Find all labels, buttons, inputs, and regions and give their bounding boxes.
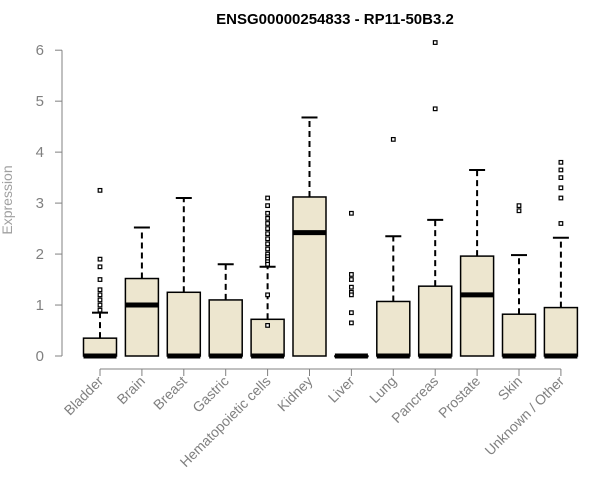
outlier-point <box>432 106 438 112</box>
outlier-point <box>97 307 103 313</box>
box-group <box>501 203 537 359</box>
x-tick-label: Brain <box>114 373 148 407</box>
outlier-point <box>97 297 103 303</box>
outlier-point <box>558 195 564 201</box>
outlier-point <box>558 159 564 165</box>
outlier-point <box>349 210 354 216</box>
outlier-point <box>265 226 270 231</box>
x-tick-label: Lung <box>366 373 399 406</box>
outlier-point <box>516 203 522 209</box>
y-tick-label: 2 <box>36 246 44 263</box>
box-group <box>82 187 118 359</box>
box-group <box>124 226 160 357</box>
y-axis-label: Expression <box>0 165 15 234</box>
box-group <box>166 197 202 359</box>
y-tick-label: 1 <box>36 297 44 314</box>
outlier-point <box>265 203 270 209</box>
box-group <box>417 40 453 359</box>
box-group <box>459 168 495 357</box>
outlier-point <box>349 272 354 277</box>
boxes-layer <box>82 40 579 359</box>
outlier-point <box>349 277 354 282</box>
outlier-point <box>265 241 270 247</box>
x-tick-label: Liver <box>325 373 358 406</box>
y-tick-label: 6 <box>36 42 44 59</box>
x-tick-label: Skin <box>495 373 526 404</box>
y-tick-label: 4 <box>36 144 44 161</box>
outlier-point <box>349 320 354 326</box>
outlier-point <box>390 136 396 142</box>
outlier-point <box>265 210 270 216</box>
outlier-point <box>97 277 103 282</box>
outlier-point <box>265 246 270 252</box>
box <box>166 291 202 357</box>
box <box>501 313 537 357</box>
outlier-point <box>265 231 270 237</box>
outlier-point <box>349 292 354 298</box>
box <box>543 306 579 357</box>
outlier-point <box>265 195 270 201</box>
outlier-point <box>558 185 564 191</box>
y-tick-label: 3 <box>36 195 44 212</box>
outlier-point <box>265 261 270 267</box>
outlier-point <box>558 167 564 173</box>
outlier-point <box>97 287 103 293</box>
box-group <box>334 210 369 359</box>
box-group <box>376 136 411 359</box>
y-axis: 0 1 2 3 4 5 6 <box>36 42 63 365</box>
x-tick-label: Pancreas <box>388 373 441 426</box>
x-tick-label: Breast <box>150 373 190 413</box>
outlier-point <box>558 175 564 181</box>
x-tick-label: Unknown / Other <box>481 373 567 459</box>
box-group <box>292 116 327 357</box>
chart-title: ENSG00000254833 - RP11-50B3.2 <box>216 11 454 28</box>
box <box>459 255 495 357</box>
box-group <box>208 263 243 359</box>
x-tick-label: Bladder <box>61 373 107 419</box>
outlier-point <box>349 284 354 290</box>
box-group <box>543 159 579 359</box>
outlier-point <box>97 264 103 270</box>
outlier-point <box>265 221 270 226</box>
box <box>292 196 327 357</box>
box <box>82 337 118 357</box>
outlier-point <box>97 292 103 298</box>
outlier-point <box>265 323 270 328</box>
outlier-point <box>97 187 103 193</box>
outlier-point <box>558 221 564 226</box>
y-tick-label: 5 <box>36 93 44 110</box>
outlier-point <box>432 40 438 45</box>
box <box>417 285 453 357</box>
outlier-point <box>265 236 270 242</box>
outlier-point <box>97 256 103 262</box>
outlier-point <box>97 302 103 308</box>
outlier-point <box>265 292 270 298</box>
box-group <box>250 195 285 359</box>
y-tick-label: 0 <box>36 348 44 365</box>
box <box>376 300 411 357</box>
box <box>124 277 160 357</box>
x-tick-label: Kidney <box>274 373 316 415</box>
outlier-point <box>516 208 522 214</box>
box <box>208 299 243 357</box>
outlier-point <box>349 310 354 316</box>
outlier-point <box>265 215 270 221</box>
x-tick-label: Prostate <box>435 373 483 421</box>
